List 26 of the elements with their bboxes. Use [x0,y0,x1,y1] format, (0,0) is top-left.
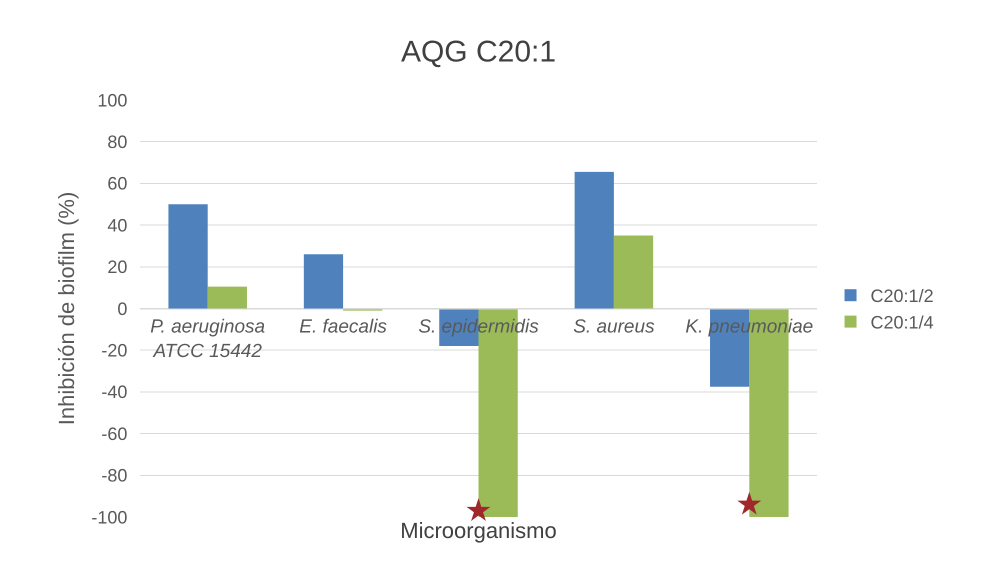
x-tick-label: P. aeruginosa ATCC 15442 [150,316,266,362]
x-axis-title: Microorganismo [400,518,557,543]
x-tick-label: S. epidermidis [418,316,540,338]
legend-label: C20:1/2 [870,286,934,306]
legend-label: C20:1/4 [870,312,934,333]
y-tick-label: 100 [97,90,128,110]
y-tick-label: 60 [107,174,128,194]
bar [168,204,208,308]
bar [304,254,344,308]
chart-title: AQG C20:1 [400,35,556,68]
y-tick-label: 20 [107,257,128,278]
y-tick-label: -40 [101,382,128,402]
x-tick-label: S. aureus [573,316,656,338]
x-tick-label: E. faecalis [299,316,388,338]
bar [574,172,614,308]
y-tick-label: -60 [101,424,128,444]
y-tick-label: -100 [91,507,128,528]
y-tick-label: -80 [101,466,128,486]
y-tick-label: 80 [107,132,128,152]
y-tick-label: -20 [101,340,128,360]
y-tick-label: 0 [117,298,128,319]
y-tick-label: 40 [107,215,128,236]
x-tick-label: K. pneumoniae [685,316,814,338]
y-axis-title: Inhibición de biofilm (%) [54,192,80,426]
bar [614,236,654,308]
bar [208,286,247,308]
